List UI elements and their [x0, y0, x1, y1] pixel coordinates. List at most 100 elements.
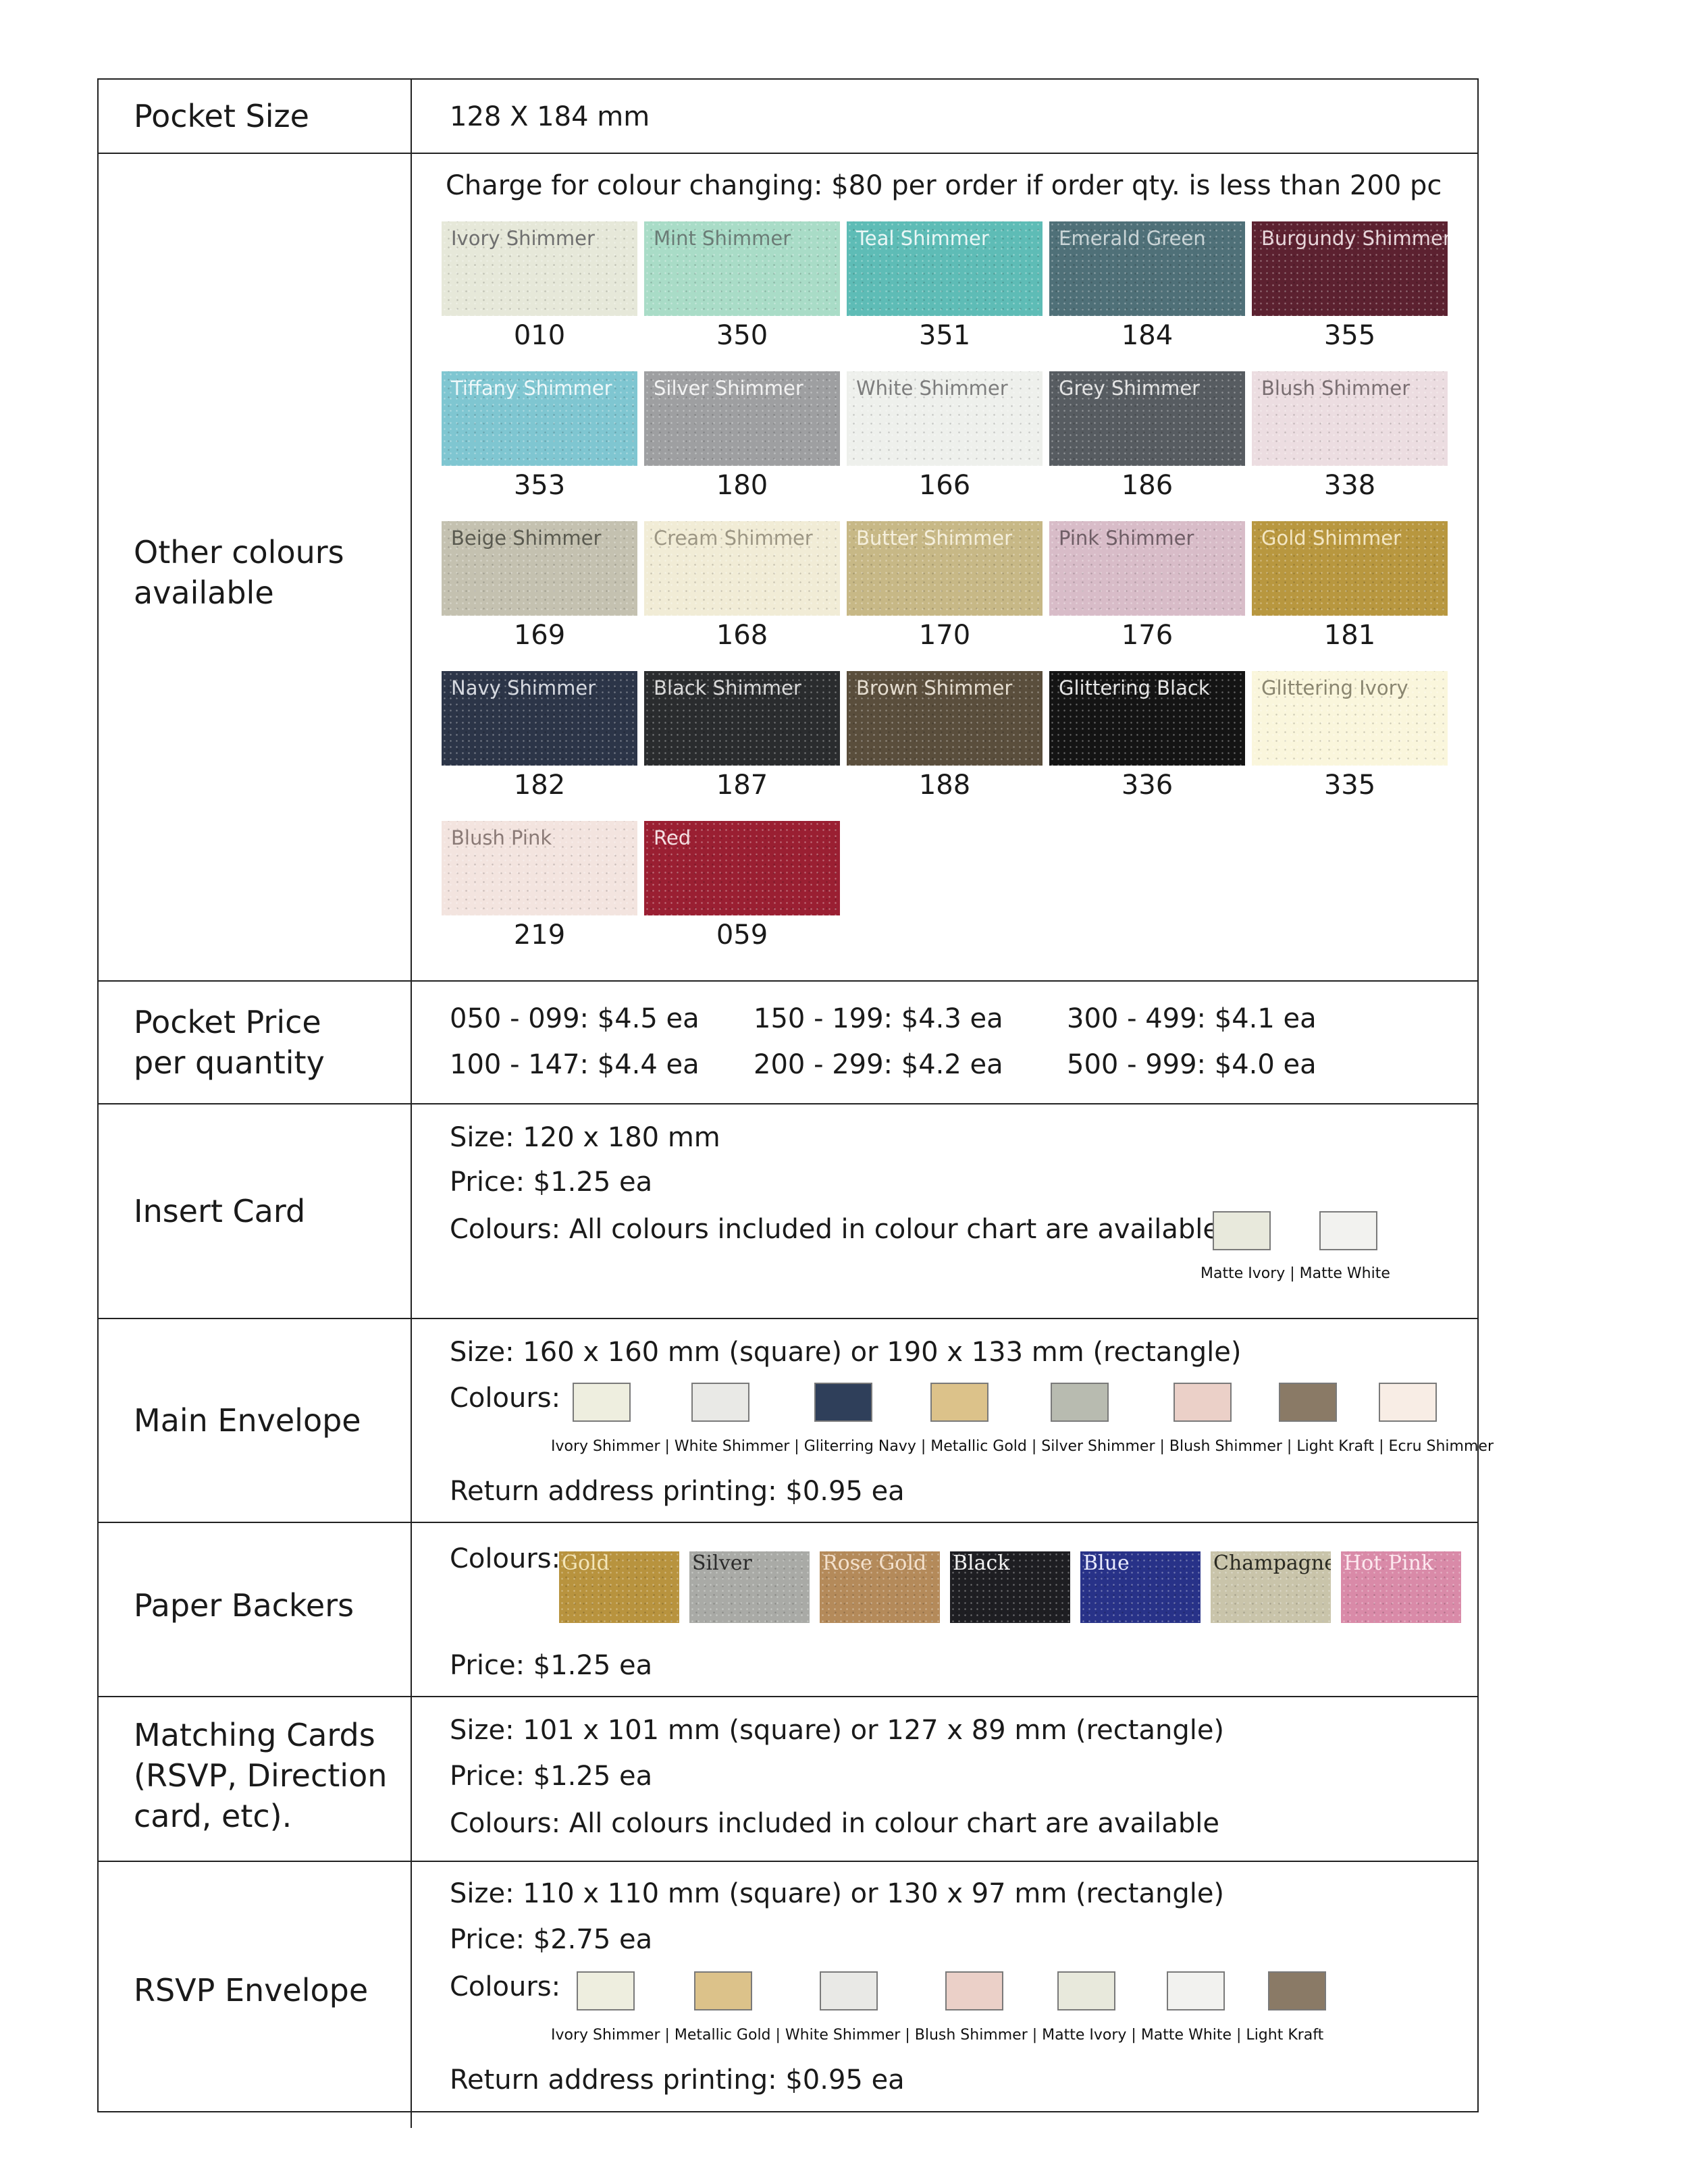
rsvp-swatch-blush-shimmer [945, 1971, 1003, 2010]
rsvp-envelope-size: Size: 110 x 110 mm (square) or 130 x 97 … [450, 1878, 1225, 1909]
swatch-code: 010 [513, 320, 566, 351]
backer-black: Black [950, 1551, 1070, 1623]
row-paper-backers: Paper Backers Colours: Price: $1.25 ea G… [99, 1523, 1477, 1697]
backer-name: Champagne [1213, 1551, 1331, 1575]
rsvp-swatch-light-kraft [1268, 1971, 1326, 2010]
pocket-size-value: 128 X 184 mm [450, 101, 650, 132]
swatch-code: 187 [716, 770, 768, 801]
swatch-name: Black Shimmer [654, 676, 801, 699]
price-tier: 200 - 299: $4.2 ea [754, 1049, 1003, 1080]
colours-label: Colours: [450, 1383, 561, 1414]
swatch-code: 180 [716, 470, 768, 501]
row-label: RSVP Envelope [134, 1972, 369, 2008]
row-label: Pocket Price per quantity [134, 1002, 325, 1083]
rsvp-swatch-matte-ivory [1057, 1971, 1115, 2010]
return-address-price: Return address printing: $0.95 ea [450, 1476, 905, 1507]
swatch-name: White Shimmer [856, 377, 1008, 400]
swatch-name: Brown Shimmer [856, 676, 1013, 699]
colours-label: Colours: [450, 1543, 561, 1574]
swatch-emerald-green: Emerald Green [1049, 221, 1245, 316]
swatch-tiffany-shimmer: Tiffany Shimmer [442, 371, 637, 466]
colours-label: Colours: [450, 1971, 561, 2002]
price-tier: 300 - 499: $4.1 ea [1067, 1003, 1317, 1034]
colour-swatch-grid: Ivory Shimmer 010 Mint Shimmer 350 Teal Shim… [442, 221, 1461, 971]
swatch-navy-shimmer: Navy Shimmer [442, 671, 637, 766]
swatch-glittering-ivory: Glittering Ivory [1252, 671, 1448, 766]
row-label: Other colours available [134, 534, 344, 611]
swatch-code: 335 [1323, 770, 1376, 801]
swatch-grey-shimmer: Grey Shimmer [1049, 371, 1245, 466]
extra-colours-caption: Matte Ivory | Matte White [1201, 1265, 1390, 1282]
backer-hot-pink: Hot Pink [1341, 1551, 1461, 1623]
price-tier: 100 - 147: $4.4 ea [450, 1049, 700, 1080]
row-label-line: card, etc). [134, 1798, 292, 1834]
swatch-code: 176 [1121, 620, 1173, 651]
swatch-gold-shimmer: Gold Shimmer [1252, 521, 1448, 616]
price-tier: 500 - 999: $4.0 ea [1067, 1049, 1317, 1080]
swatch-code: 186 [1121, 470, 1173, 501]
swatch-code: 350 [716, 320, 768, 351]
swatch-code: 188 [918, 770, 971, 801]
envelope-colour-caption: Ivory Shimmer | White Shimmer | Gliterri… [551, 1438, 1494, 1455]
backer-rose-gold: Rose Gold [820, 1551, 940, 1623]
envelope-swatch-ivory-shimmer [573, 1383, 631, 1422]
swatch-name: Gold Shimmer [1261, 527, 1402, 550]
swatch-code: 166 [918, 470, 971, 501]
main-envelope-size: Size: 160 x 160 mm (square) or 190 x 133… [450, 1337, 1242, 1368]
swatch-name: Ivory Shimmer [451, 227, 595, 250]
backer-name: Silver [692, 1551, 752, 1575]
swatch-code: 182 [513, 770, 566, 801]
swatch-teal-shimmer: Teal Shimmer [847, 221, 1043, 316]
row-label: Insert Card [134, 1193, 306, 1229]
swatch-name: Red [654, 826, 691, 849]
colour-change-note: Charge for colour changing: $80 per orde… [446, 170, 1442, 201]
row-label: Matching Cards (RSVP, Direction card, et… [134, 1715, 387, 1836]
swatch-cream-shimmer: Cream Shimmer [644, 521, 840, 616]
swatch-code: 181 [1323, 620, 1376, 651]
swatch-name: Beige Shimmer [451, 527, 602, 550]
row-insert-card: Insert Card Size: 120 x 180 mm Price: $1… [99, 1104, 1477, 1319]
row-label-line: Matching Cards [134, 1717, 375, 1753]
swatch-code: 184 [1121, 320, 1173, 351]
row-label-line: Pocket Price [134, 1004, 321, 1040]
rsvp-swatch-matte-white [1167, 1971, 1225, 2010]
swatch-code: 353 [513, 470, 566, 501]
row-label: Main Envelope [134, 1402, 361, 1439]
swatch-brown-shimmer: Brown Shimmer [847, 671, 1043, 766]
swatch-code: 355 [1323, 320, 1376, 351]
backer-name: Gold [562, 1551, 610, 1575]
swatch-name: Pink Shimmer [1059, 527, 1194, 550]
swatch-code: 170 [918, 620, 971, 651]
rsvp-swatch-metallic-gold [694, 1971, 752, 2010]
swatch-blush-pink: Blush Pink [442, 821, 637, 915]
row-pocket-size: Pocket Size 128 X 184 mm [99, 80, 1477, 154]
swatch-code: 336 [1121, 770, 1173, 801]
swatch-code: 219 [513, 920, 566, 951]
swatch-name: Grey Shimmer [1059, 377, 1201, 400]
backer-name: Blue [1083, 1551, 1130, 1575]
swatch-matte-white [1319, 1211, 1377, 1250]
row-label: Paper Backers [134, 1587, 354, 1624]
swatch-red: Red [644, 821, 840, 915]
swatch-name: Silver Shimmer [654, 377, 803, 400]
swatch-black-shimmer: Black Shimmer [644, 671, 840, 766]
swatch-code: 168 [716, 620, 768, 651]
swatch-name: Tiffany Shimmer [451, 377, 612, 400]
swatch-mint-shimmer: Mint Shimmer [644, 221, 840, 316]
swatch-butter-shimmer: Butter Shimmer [847, 521, 1043, 616]
swatch-code: 338 [1323, 470, 1376, 501]
matching-cards-colours: Colours: All colours included in colour … [450, 1808, 1219, 1839]
insert-card-colours: Colours: All colours included in colour … [450, 1214, 1251, 1245]
envelope-swatch-metallic-gold [930, 1383, 988, 1422]
row-rsvp-envelope: RSVP Envelope Size: 110 x 110 mm (square… [99, 1862, 1477, 2112]
swatch-beige-shimmer: Beige Shimmer [442, 521, 637, 616]
swatch-code: 059 [716, 920, 768, 951]
backer-silver: Silver [689, 1551, 810, 1623]
swatch-name: Burgundy Shimmer [1261, 227, 1448, 250]
swatch-burgundy-shimmer: Burgundy Shimmer [1252, 221, 1448, 316]
swatch-glittering-black: Glittering Black [1049, 671, 1245, 766]
swatch-name: Cream Shimmer [654, 527, 813, 550]
envelope-swatch-ecru-shimmer [1379, 1383, 1437, 1422]
price-tier: 150 - 199: $4.3 ea [754, 1003, 1003, 1034]
row-pocket-price: Pocket Price per quantity 050 - 099: $4.… [99, 982, 1477, 1104]
